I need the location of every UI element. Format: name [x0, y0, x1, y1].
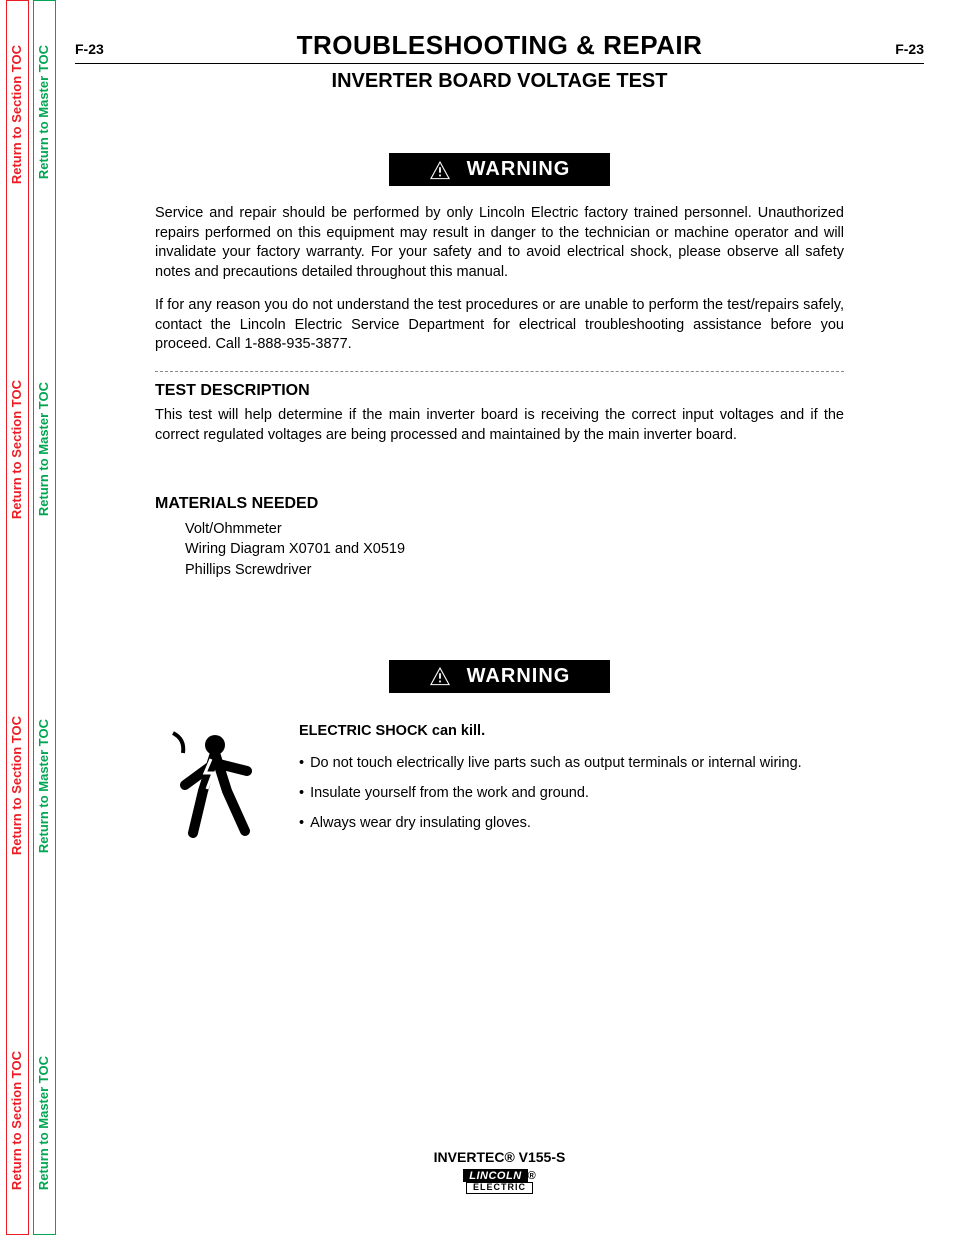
test-description-body: This test will help determine if the mai…: [155, 406, 844, 445]
dashed-separator: [155, 371, 844, 372]
return-master-toc-link[interactable]: Return to Master TOC: [34, 715, 55, 857]
footer-brand: LINCOLN: [463, 1169, 527, 1182]
return-master-toc-link[interactable]: Return to Master TOC: [34, 378, 55, 520]
page-header: F-23 TROUBLESHOOTING & REPAIR F-23: [75, 30, 924, 61]
electric-shock-icon: [155, 723, 275, 848]
bullet-icon: •: [299, 815, 304, 831]
footer-brand-sub: ELECTRIC: [466, 1182, 533, 1194]
materials-heading: MATERIALS NEEDED: [155, 495, 844, 513]
page-number-left: F-23: [75, 41, 104, 57]
bullet-icon: •: [299, 785, 304, 801]
master-toc-column: Return to Master TOC Return to Master TO…: [33, 0, 56, 1235]
return-master-toc-link[interactable]: Return to Master TOC: [34, 41, 55, 183]
shock-section: ELECTRIC SHOCK can kill. • Do not touch e…: [155, 723, 844, 848]
page-subtitle: INVERTER BOARD VOLTAGE TEST: [75, 70, 924, 93]
bullet-text: Insulate yourself from the work and grou…: [310, 785, 589, 801]
warning-triangle-icon: [429, 160, 451, 180]
shock-title: ELECTRIC SHOCK can kill.: [299, 723, 844, 739]
warning-banner: WARNING: [75, 153, 924, 186]
shock-warning-block: ELECTRIC SHOCK can kill. • Do not touch e…: [75, 723, 924, 848]
reg-mark: ®: [528, 1170, 536, 1182]
return-section-toc-link[interactable]: Return to Section TOC: [7, 712, 28, 859]
materials-item: Phillips Screwdriver: [185, 560, 844, 580]
warning-box: WARNING: [389, 153, 611, 186]
page-number-right: F-23: [895, 41, 924, 57]
warning-paragraph: Service and repair should be performed b…: [155, 204, 844, 282]
title-underline: [75, 63, 924, 64]
page-footer: INVERTEC® V155-S LINCOLN® ELECTRIC: [75, 1149, 924, 1195]
warning-box: WARNING: [389, 660, 611, 693]
return-section-toc-link[interactable]: Return to Section TOC: [7, 41, 28, 188]
shock-bullet: • Always wear dry insulating gloves.: [299, 815, 844, 831]
bullet-text: Do not touch electrically live parts suc…: [310, 755, 802, 771]
warning-triangle-icon: [429, 666, 451, 686]
shock-bullet: • Do not touch electrically live parts su…: [299, 755, 844, 771]
page-title: TROUBLESHOOTING & REPAIR: [297, 30, 703, 61]
warning-label: WARNING: [467, 158, 571, 181]
footer-model: INVERTEC® V155-S: [75, 1149, 924, 1165]
materials-item: Volt/Ohmmeter: [185, 519, 844, 539]
warning-label: WARNING: [467, 665, 571, 688]
bullet-text: Always wear dry insulating gloves.: [310, 815, 531, 831]
return-section-toc-link[interactable]: Return to Section TOC: [7, 1047, 28, 1194]
warning-paragraph: If for any reason you do not understand …: [155, 296, 844, 355]
section-toc-column: Return to Section TOC Return to Section …: [6, 0, 29, 1235]
return-section-toc-link[interactable]: Return to Section TOC: [7, 376, 28, 523]
materials-list: Volt/Ohmmeter Wiring Diagram X0701 and X…: [155, 519, 844, 580]
bullet-icon: •: [299, 755, 304, 771]
warning-content: Service and repair should be performed b…: [75, 204, 924, 580]
warning-banner: WARNING: [75, 660, 924, 693]
page-content: F-23 TROUBLESHOOTING & REPAIR F-23 INVER…: [75, 30, 924, 1205]
shock-bullet: • Insulate yourself from the work and gro…: [299, 785, 844, 801]
return-master-toc-link[interactable]: Return to Master TOC: [34, 1052, 55, 1194]
shock-text: ELECTRIC SHOCK can kill. • Do not touch e…: [299, 723, 844, 845]
lincoln-electric-logo: LINCOLN® ELECTRIC: [463, 1169, 536, 1194]
materials-item: Wiring Diagram X0701 and X0519: [185, 539, 844, 559]
test-description-heading: TEST DESCRIPTION: [155, 382, 844, 400]
side-nav-tabs: Return to Section TOC Return to Section …: [0, 0, 60, 1235]
